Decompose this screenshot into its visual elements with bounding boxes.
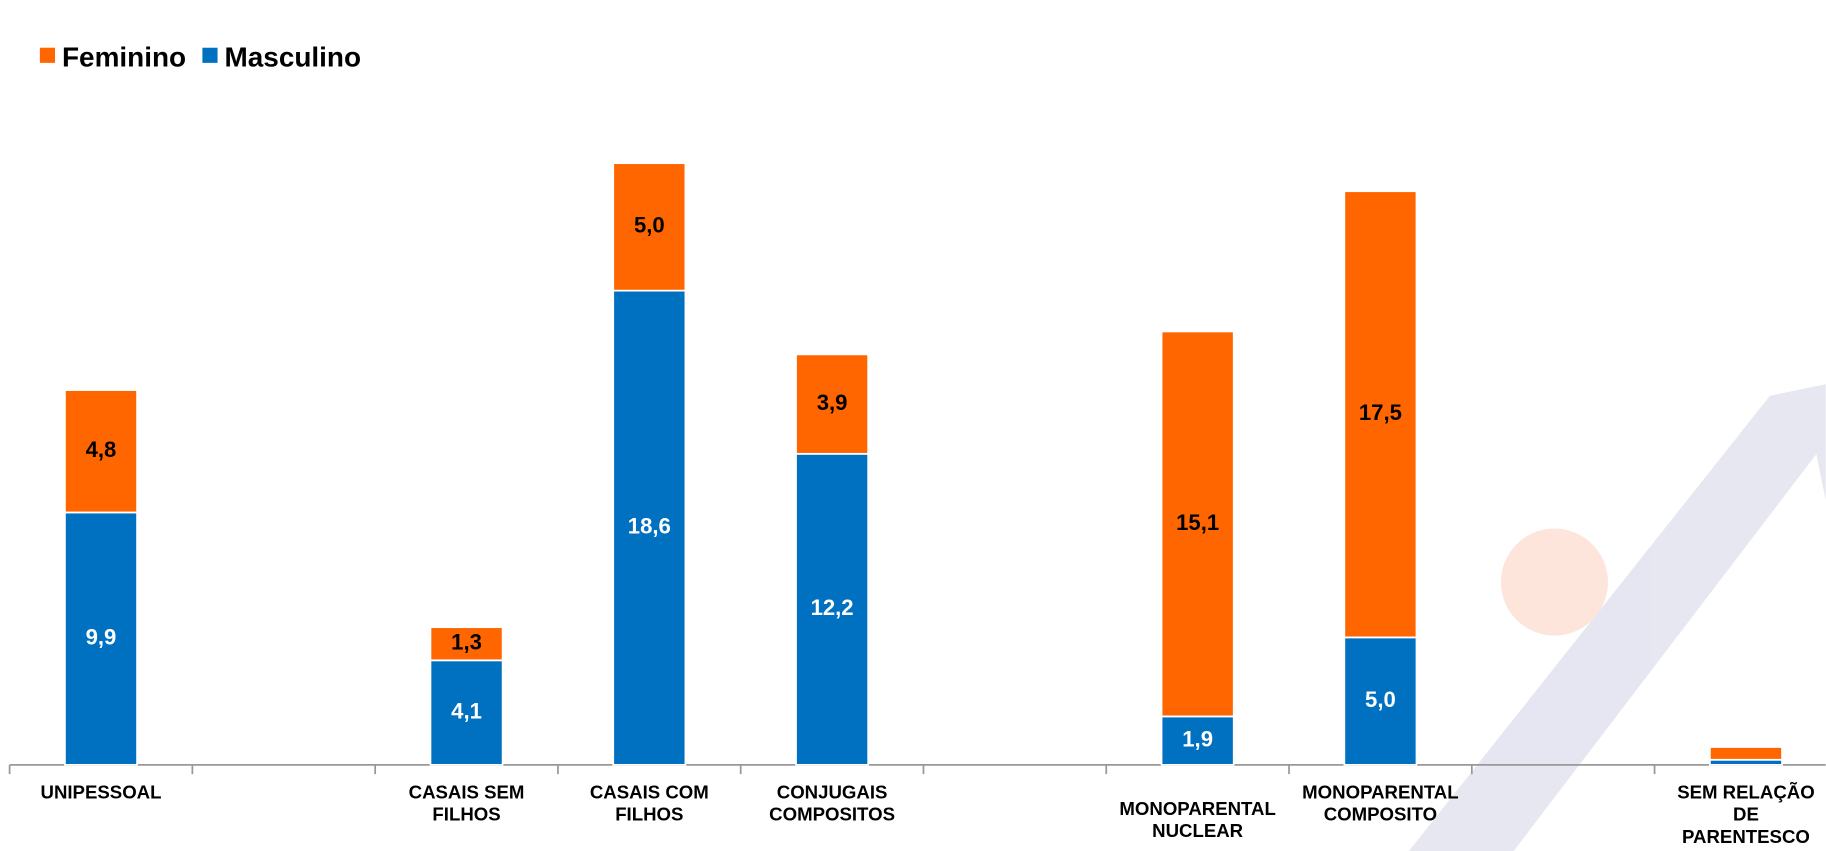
value-label: 5,0 xyxy=(634,213,665,238)
decor-circle xyxy=(1500,528,1609,636)
x-tick-label: SEM RELAÇÃO DE PARENTESCO xyxy=(1677,782,1815,847)
x-tick-label: CASAIS COM FILHOS xyxy=(590,782,709,825)
background-decoration xyxy=(1408,384,1826,851)
bar-segment xyxy=(1160,330,1235,718)
value-label: 4,1 xyxy=(451,698,482,723)
value-label: 3,9 xyxy=(817,390,848,415)
legend-label: Feminino xyxy=(62,41,186,72)
value-label: 4,8 xyxy=(86,437,117,462)
value-label: 18,6 xyxy=(628,514,671,539)
x-tick-label: MONOPARENTAL COMPOSITO xyxy=(1302,782,1458,825)
bar-segment xyxy=(429,626,504,662)
bar-segment xyxy=(64,389,138,514)
x-tick-label: CONJUGAIS COMPOSITOS xyxy=(769,782,895,825)
value-label: 17,5 xyxy=(1359,400,1402,425)
x-tick-label: MONOPARENTAL NUCLEAR xyxy=(1119,798,1275,841)
decor-shape xyxy=(1408,384,1826,851)
value-label: 9,9 xyxy=(86,624,117,649)
bar-segment xyxy=(1343,636,1418,766)
legend-swatch xyxy=(202,47,218,63)
bar-segment xyxy=(1343,190,1418,639)
value-label: 1,3 xyxy=(451,630,482,655)
legend-label: Masculino xyxy=(225,41,362,72)
value-label: 5,0 xyxy=(1365,687,1396,712)
x-tick-label: UNIPESSOAL xyxy=(41,782,162,803)
bar-segment xyxy=(1708,746,1783,761)
value-label: 15,1 xyxy=(1176,510,1219,535)
bar-segment xyxy=(795,353,870,455)
legend-swatch xyxy=(39,47,56,63)
bar-segment xyxy=(612,289,687,766)
x-tick-label: CASAIS SEM FILHOS xyxy=(409,782,525,825)
value-label: 1,9 xyxy=(1182,726,1213,751)
bar-segment xyxy=(795,452,870,766)
value-label: 12,2 xyxy=(811,595,854,620)
bar-segment xyxy=(612,162,687,292)
